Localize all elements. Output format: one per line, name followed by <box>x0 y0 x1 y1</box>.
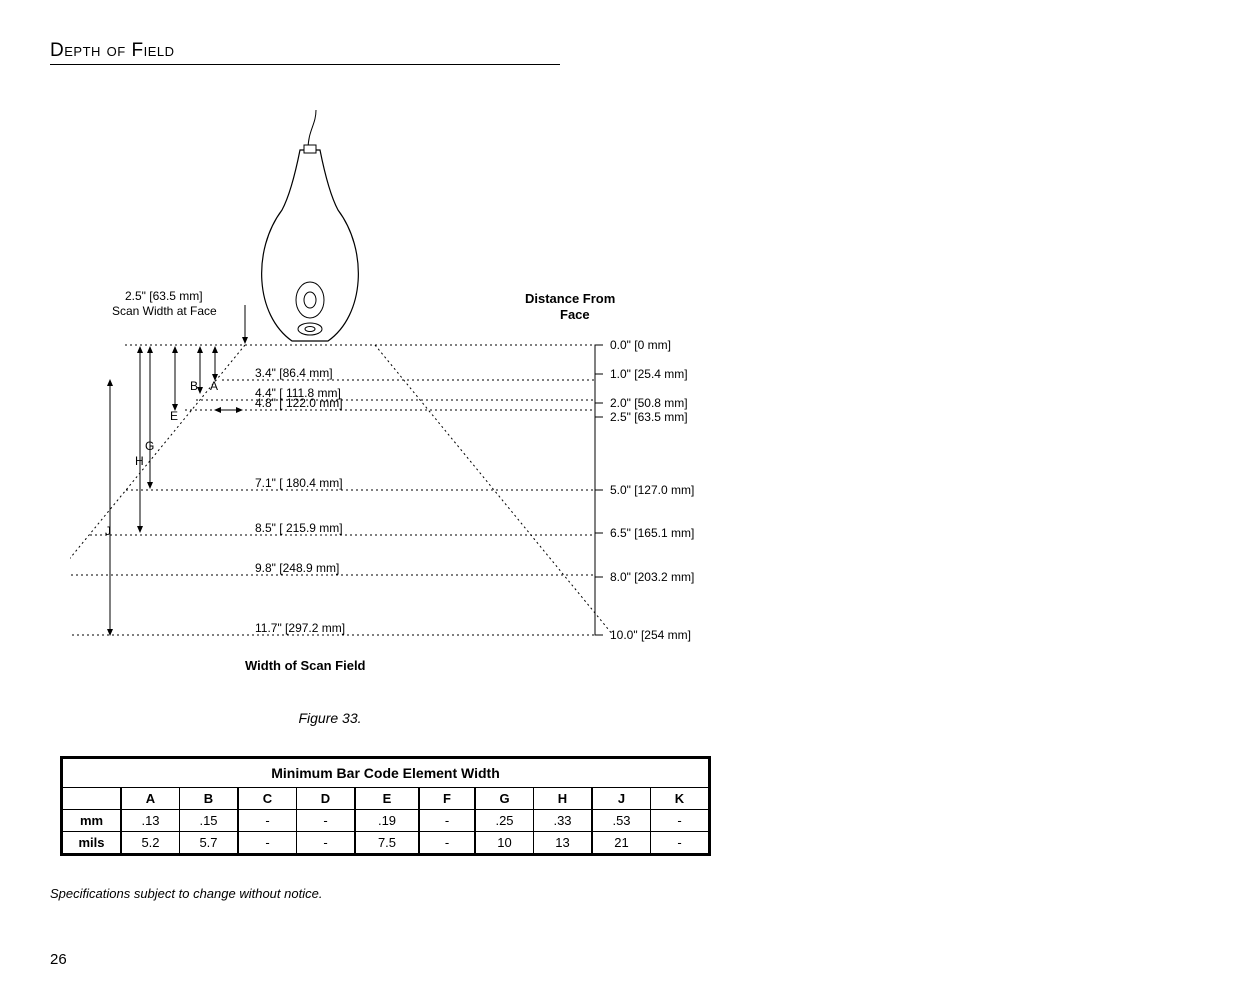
svg-text:9.8" [248.9 mm]: 9.8" [248.9 mm] <box>255 561 339 575</box>
svg-text:8.5" [ 215.9 mm]: 8.5" [ 215.9 mm] <box>255 521 343 535</box>
section-title: Depth of Field <box>50 40 560 65</box>
svg-text:2.5" [63.5 mm]: 2.5" [63.5 mm] <box>610 410 688 424</box>
barcode-width-table: Minimum Bar Code Element WidthABCDEFGHJK… <box>60 756 711 856</box>
svg-text:2.5" [63.5 mm]: 2.5" [63.5 mm] <box>125 289 203 303</box>
svg-text:3.4" [86.4 mm]: 3.4" [86.4 mm] <box>255 366 333 380</box>
svg-text:Distance From: Distance From <box>525 291 615 306</box>
svg-text:Face: Face <box>560 307 590 322</box>
depth-of-field-figure: 3.4" [86.4 mm]4.4" [ 111.8 mm]4.8" [ 122… <box>70 95 1185 690</box>
figure-caption: Figure 33. <box>50 710 610 726</box>
svg-text:2.0" [50.8 mm]: 2.0" [50.8 mm] <box>610 396 688 410</box>
svg-text:5.0" [127.0 mm]: 5.0" [127.0 mm] <box>610 483 694 497</box>
svg-text:H: H <box>135 454 144 468</box>
svg-text:11.7" [297.2 mm]: 11.7" [297.2 mm] <box>255 621 345 635</box>
svg-text:8.0" [203.2 mm]: 8.0" [203.2 mm] <box>610 570 694 584</box>
svg-text:6.5" [165.1 mm]: 6.5" [165.1 mm] <box>610 526 694 540</box>
svg-text:4.8" [ 122.0 mm]: 4.8" [ 122.0 mm] <box>255 396 343 410</box>
svg-text:Scan Width at Face: Scan Width at Face <box>112 304 217 318</box>
svg-text:0.0" [0 mm]: 0.0" [0 mm] <box>610 338 671 352</box>
svg-text:Width of Scan Field: Width of Scan Field <box>245 658 366 673</box>
svg-text:E: E <box>170 409 178 423</box>
svg-text:10.0" [254 mm]: 10.0" [254 mm] <box>610 628 691 642</box>
spec-footnote: Specifications subject to change without… <box>50 886 1185 901</box>
svg-text:A: A <box>210 379 218 393</box>
svg-text:1.0" [25.4 mm]: 1.0" [25.4 mm] <box>610 367 688 381</box>
svg-text:7.1" [ 180.4 mm]: 7.1" [ 180.4 mm] <box>255 476 343 490</box>
svg-text:G: G <box>145 439 154 453</box>
svg-text:J: J <box>105 524 111 538</box>
svg-text:B: B <box>190 379 198 393</box>
